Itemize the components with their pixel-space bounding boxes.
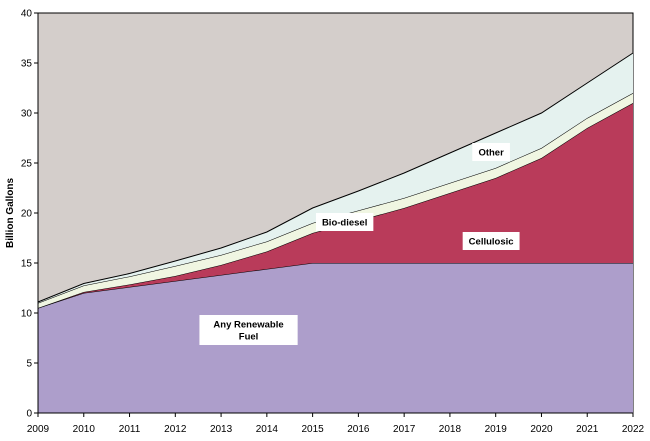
label-other: Other <box>472 143 510 161</box>
area-any-renewable-fuel <box>38 263 633 413</box>
x-tick-label: 2018 <box>439 424 462 435</box>
y-axis-title: Billion Gallons <box>5 178 16 248</box>
label-text: Bio-diesel <box>322 218 367 229</box>
x-tick-label: 2019 <box>485 424 508 435</box>
x-tick-label: 2009 <box>27 424 50 435</box>
y-tick-label: 25 <box>21 159 33 170</box>
x-tick-label: 2013 <box>210 424 233 435</box>
y-tick-label: 5 <box>26 359 32 370</box>
areas-layer <box>37 52 634 413</box>
x-tick-label: 2022 <box>622 424 645 435</box>
label-cellulosic: Cellulosic <box>462 232 520 250</box>
y-tick-label: 30 <box>21 109 33 120</box>
label-bio-diesel: Bio-diesel <box>315 213 374 231</box>
label-text: Any Renewable <box>213 320 283 331</box>
x-tick-label: 2011 <box>119 424 141 435</box>
label-box <box>462 232 520 250</box>
label-box <box>315 213 374 231</box>
x-tick-label: 2010 <box>73 424 96 435</box>
x-tick-label: 2021 <box>576 424 599 435</box>
label-text: Other <box>478 148 504 159</box>
y-tick-label: 0 <box>26 409 32 420</box>
x-tick-label: 2017 <box>393 424 416 435</box>
area-bio-diesel <box>38 93 633 308</box>
area-cellulosic <box>38 103 633 308</box>
label-box <box>199 315 298 345</box>
y-tick-label: 15 <box>21 259 33 270</box>
area-edge-other <box>37 52 634 303</box>
y-tick-label: 35 <box>21 59 33 70</box>
label-box <box>472 143 510 161</box>
x-tick-label: 2012 <box>164 424 187 435</box>
axes-layer: 0 5 10 15 20 25 30 35 40 2009 2010 2011 2012 2013 2014… <box>21 9 645 436</box>
y-tick-label: 40 <box>21 9 33 20</box>
x-tick-label: 2015 <box>301 424 324 435</box>
label-text: Cellulosic <box>469 237 514 248</box>
x-tick-label: 2014 <box>256 424 279 435</box>
y-tick-label: 10 <box>21 309 33 320</box>
x-tick-label: 2020 <box>530 424 553 435</box>
x-tick-label: 2016 <box>347 424 370 435</box>
y-tick-label: 20 <box>21 209 33 220</box>
label-text: Fuel <box>239 332 259 343</box>
